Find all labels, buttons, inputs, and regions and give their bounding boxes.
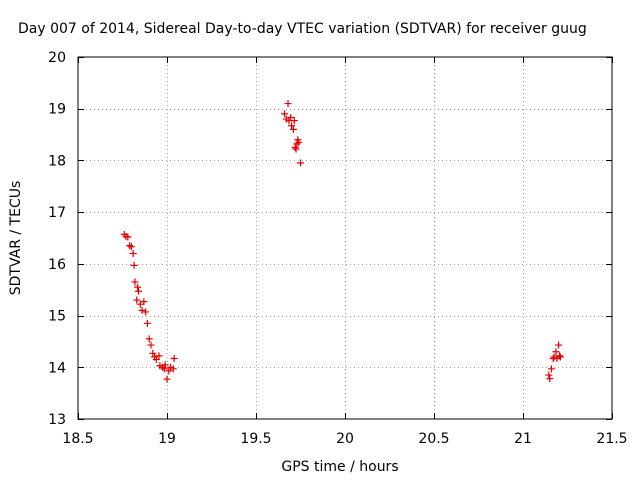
data-point-marker	[170, 354, 178, 362]
data-point-marker	[133, 296, 141, 304]
y-tick-label: 13	[48, 412, 66, 428]
data-point-marker	[127, 243, 135, 251]
data-point-marker	[131, 278, 139, 286]
data-point-marker	[140, 298, 148, 306]
data-point-marker	[152, 356, 160, 364]
x-tick-label: 19	[158, 431, 176, 447]
data-point-marker	[161, 361, 169, 369]
data-point-marker	[284, 100, 292, 108]
plot-frame	[77, 56, 613, 420]
data-point-marker	[155, 352, 163, 360]
y-tick-label: 15	[48, 309, 66, 325]
data-point-marker	[124, 233, 132, 241]
y-tick-label: 20	[48, 50, 66, 66]
data-point-marker	[295, 138, 303, 146]
data-point-marker	[545, 371, 553, 379]
y-tick-labels: 13 14 15 16 17 18 19 20	[48, 50, 66, 428]
data-point-marker	[552, 348, 560, 356]
data-markers	[120, 100, 564, 383]
y-tick-label: 14	[48, 360, 66, 376]
data-point-marker	[163, 375, 171, 383]
data-point-marker	[134, 283, 142, 291]
x-axis-label: GPS time / hours	[281, 459, 398, 475]
data-point-marker	[169, 365, 177, 373]
data-point-marker	[149, 349, 157, 357]
data-point-marker	[143, 319, 151, 327]
data-point-marker	[145, 335, 153, 343]
data-point-marker	[555, 341, 563, 349]
data-point-marker	[136, 300, 144, 308]
y-axis-label: SDTVAR / TECUs	[8, 181, 24, 296]
x-tick-labels: 18.5 19 19.5 20 20.5 21 21.5	[62, 431, 627, 447]
plot-grid	[78, 57, 612, 419]
x-tick-label: 20.5	[418, 431, 449, 447]
data-point-marker	[546, 375, 554, 383]
x-tick-label: 20	[336, 431, 354, 447]
data-point-marker	[130, 261, 138, 269]
data-point-marker	[147, 341, 155, 349]
data-point-marker	[126, 242, 134, 250]
data-point-marker	[165, 367, 173, 375]
data-point-marker	[291, 144, 299, 151]
data-point-marker	[555, 352, 563, 360]
data-point-marker	[129, 250, 137, 258]
data-point-marker	[142, 308, 150, 316]
x-tick-label: 21	[514, 431, 532, 447]
data-point-marker	[280, 110, 288, 118]
data-point-marker	[297, 159, 304, 167]
data-point-marker	[287, 114, 295, 122]
y-tick-label: 17	[48, 205, 66, 221]
chart-title: Day 007 of 2014, Sidereal Day-to-day VTE…	[18, 21, 587, 37]
y-tick-label: 18	[48, 153, 66, 169]
data-point-marker	[556, 353, 564, 361]
data-point-marker	[288, 122, 296, 130]
data-point-marker	[547, 365, 555, 373]
data-point-marker	[135, 287, 143, 295]
data-point-marker	[289, 125, 297, 133]
x-tick-label: 21.5	[596, 431, 627, 447]
x-tick-label: 18.5	[62, 431, 93, 447]
data-point-marker	[290, 117, 298, 125]
data-point-marker	[293, 140, 301, 148]
data-point-marker	[292, 145, 300, 153]
y-tick-label: 16	[48, 257, 66, 273]
data-point-marker	[160, 365, 168, 373]
y-tick-label: 19	[48, 102, 66, 118]
data-point-marker	[138, 306, 146, 314]
x-tick-label: 19.5	[240, 431, 271, 447]
